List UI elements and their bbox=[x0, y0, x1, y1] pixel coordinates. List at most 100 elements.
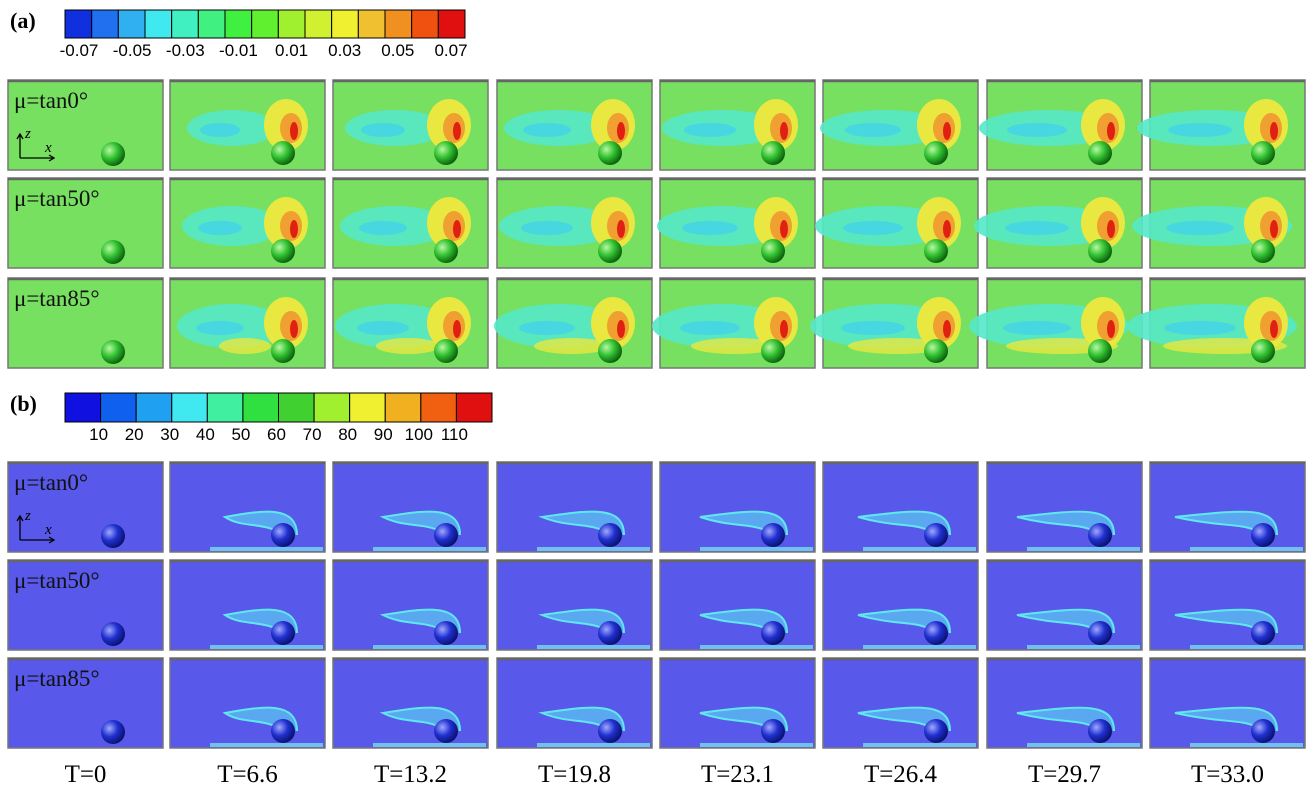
bed-layer bbox=[1027, 547, 1140, 551]
time-label: T=26.4 bbox=[864, 761, 938, 788]
sphere bbox=[761, 141, 785, 165]
axis-label-z: z bbox=[24, 508, 31, 524]
colorbar-swatch bbox=[91, 9, 119, 39]
colorbar-swatch bbox=[313, 392, 351, 423]
bed-layer bbox=[1027, 743, 1140, 747]
contour-cell: μ=tan50° bbox=[7, 559, 164, 651]
contour-cell bbox=[496, 461, 653, 553]
bed-layer bbox=[863, 743, 976, 747]
sphere bbox=[101, 340, 125, 364]
cell-background bbox=[822, 657, 979, 749]
cell-background bbox=[169, 559, 326, 651]
contour-cell bbox=[1127, 277, 1306, 369]
wake-arc bbox=[1174, 608, 1278, 634]
bed-layer bbox=[537, 645, 650, 649]
colorbar-swatch bbox=[171, 9, 199, 39]
cell-background bbox=[332, 657, 489, 749]
contour-cell bbox=[169, 657, 326, 749]
contour-red bbox=[617, 320, 625, 338]
contour-cell bbox=[815, 177, 979, 269]
bed-layer bbox=[1190, 743, 1303, 747]
colorbar-swatch bbox=[171, 392, 208, 423]
wake-inner bbox=[519, 321, 575, 335]
colorbar-label: 80 bbox=[338, 425, 357, 444]
contour-cell bbox=[986, 461, 1143, 553]
wake-inner bbox=[843, 221, 903, 235]
wake-arc bbox=[1174, 706, 1278, 732]
bed-layer bbox=[373, 645, 486, 649]
time-label: T=23.1 bbox=[701, 761, 774, 788]
contour-cell bbox=[657, 177, 816, 269]
cell-background bbox=[659, 461, 816, 553]
colorbar-label: 60 bbox=[267, 425, 286, 444]
contour-cell bbox=[494, 277, 653, 369]
colorbar-label: 110 bbox=[441, 425, 468, 444]
contour-cell bbox=[332, 559, 489, 651]
cell-background bbox=[986, 559, 1143, 651]
sphere bbox=[434, 719, 458, 743]
wake-yellow bbox=[848, 338, 948, 354]
sphere bbox=[924, 339, 948, 363]
sphere bbox=[924, 621, 948, 645]
colorbar-swatch bbox=[420, 392, 457, 423]
sphere bbox=[598, 719, 622, 743]
wake-inner bbox=[1164, 321, 1236, 335]
contour-cell bbox=[1149, 461, 1306, 553]
contour-cell bbox=[332, 79, 489, 171]
axis-label-z: z bbox=[24, 126, 31, 142]
wake-yellow bbox=[534, 338, 610, 354]
panel-label: (a) bbox=[10, 8, 36, 33]
contour-cell bbox=[496, 177, 653, 269]
colorbar-swatch bbox=[144, 9, 173, 39]
contour-red bbox=[290, 122, 298, 140]
sphere bbox=[434, 523, 458, 547]
sphere bbox=[271, 141, 295, 165]
wake-inner bbox=[680, 321, 740, 335]
colorbar-swatch bbox=[304, 9, 333, 39]
contour-cell bbox=[659, 657, 816, 749]
sphere bbox=[924, 523, 948, 547]
contour-cell bbox=[332, 657, 489, 749]
colorbar-label: 0.03 bbox=[328, 41, 361, 60]
contour-cell bbox=[169, 277, 326, 369]
sphere bbox=[101, 622, 125, 646]
contour-cell bbox=[979, 79, 1143, 171]
time-label: T=0 bbox=[65, 761, 107, 788]
contour-cell bbox=[1132, 177, 1306, 269]
colorbar-label: 10 bbox=[89, 425, 108, 444]
bed-layer bbox=[1190, 645, 1303, 649]
cell-background bbox=[496, 559, 653, 651]
sphere bbox=[101, 240, 125, 264]
colorbar-label: -0.03 bbox=[166, 41, 205, 60]
wake-inner bbox=[196, 321, 244, 335]
row-label: μ=tan50° bbox=[14, 186, 100, 211]
sphere bbox=[1088, 339, 1112, 363]
wake-yellow bbox=[691, 338, 779, 354]
contour-cell: μ=tan0° zx bbox=[7, 461, 164, 553]
colorbar-label: 100 bbox=[405, 425, 433, 444]
sphere bbox=[101, 524, 125, 548]
wake-inner bbox=[684, 123, 736, 137]
contour-cell bbox=[332, 461, 489, 553]
wake-inner bbox=[361, 123, 405, 137]
bed-layer bbox=[537, 743, 650, 747]
colorbar-swatch bbox=[357, 9, 386, 39]
contour-cell bbox=[810, 277, 979, 369]
bed-layer bbox=[1027, 645, 1140, 649]
sphere bbox=[924, 141, 948, 165]
sphere bbox=[271, 239, 295, 263]
cell-background bbox=[659, 657, 816, 749]
cell-background bbox=[7, 177, 164, 269]
cell-background bbox=[7, 559, 164, 651]
contour-red bbox=[290, 320, 298, 338]
sphere bbox=[1088, 523, 1112, 547]
sphere bbox=[598, 621, 622, 645]
colorbar-swatch bbox=[135, 392, 173, 423]
sphere bbox=[924, 239, 948, 263]
contour-cell: μ=tan50° bbox=[7, 177, 164, 269]
time-label: T=33.0 bbox=[1191, 761, 1264, 788]
sphere bbox=[1088, 719, 1112, 743]
cell-background bbox=[332, 559, 489, 651]
contour-cell bbox=[652, 277, 816, 369]
contour-red bbox=[453, 122, 461, 140]
